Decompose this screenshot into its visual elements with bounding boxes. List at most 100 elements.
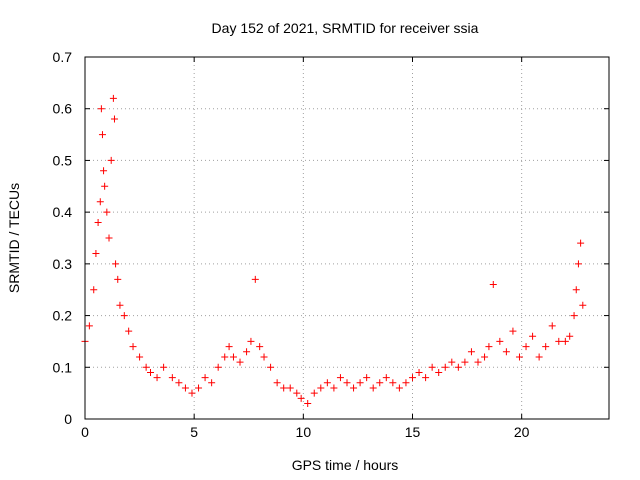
data-point bbox=[236, 358, 244, 366]
data-point bbox=[188, 389, 196, 397]
data-point bbox=[136, 353, 144, 361]
data-point bbox=[542, 343, 550, 351]
data-point bbox=[90, 286, 98, 294]
data-point bbox=[293, 389, 301, 397]
data-point bbox=[304, 399, 312, 407]
data-point bbox=[570, 312, 578, 320]
y-tick-label: 0 bbox=[64, 411, 72, 427]
data-point bbox=[280, 384, 288, 392]
data-point bbox=[251, 275, 259, 283]
data-point bbox=[273, 379, 281, 387]
data-points bbox=[81, 94, 587, 407]
data-point bbox=[422, 374, 430, 382]
data-point bbox=[529, 332, 537, 340]
data-point bbox=[201, 374, 209, 382]
data-point bbox=[101, 182, 109, 190]
data-point bbox=[195, 384, 203, 392]
data-point bbox=[467, 348, 475, 356]
y-tick-label: 0.7 bbox=[53, 49, 73, 65]
y-tick-label: 0.6 bbox=[53, 101, 73, 117]
data-point bbox=[509, 327, 517, 335]
data-point bbox=[363, 374, 371, 382]
data-point bbox=[343, 379, 351, 387]
data-point bbox=[489, 281, 497, 289]
data-point bbox=[208, 379, 216, 387]
data-point bbox=[247, 337, 255, 345]
data-point bbox=[105, 234, 113, 242]
data-point bbox=[402, 379, 410, 387]
y-axis-label: SRMTID / TECUs bbox=[6, 183, 22, 293]
data-point bbox=[256, 343, 264, 351]
data-point bbox=[577, 239, 585, 247]
data-point bbox=[260, 353, 268, 361]
data-point bbox=[461, 358, 469, 366]
data-point bbox=[225, 343, 233, 351]
data-point bbox=[481, 353, 489, 361]
gridlines bbox=[85, 57, 609, 419]
data-point bbox=[376, 379, 384, 387]
data-point bbox=[496, 337, 504, 345]
x-tick-label: 5 bbox=[190, 424, 198, 440]
y-tick-label: 0.2 bbox=[53, 308, 73, 324]
data-point bbox=[579, 301, 587, 309]
data-point bbox=[323, 379, 331, 387]
data-point bbox=[107, 156, 115, 164]
data-point bbox=[555, 337, 563, 345]
axis-ticks: 0 5 10 15 20 0 0.1 0.2 0.3 0.4 0.5 0.6 0.7 bbox=[53, 49, 609, 440]
data-point bbox=[267, 363, 275, 371]
data-point bbox=[561, 337, 569, 345]
data-point bbox=[96, 198, 104, 206]
data-point bbox=[297, 394, 305, 402]
plot-frame bbox=[84, 56, 610, 420]
data-point bbox=[522, 343, 530, 351]
data-point bbox=[454, 363, 462, 371]
data-point bbox=[114, 275, 122, 283]
data-point bbox=[356, 379, 364, 387]
data-point bbox=[221, 353, 229, 361]
data-point bbox=[112, 260, 120, 268]
data-point bbox=[160, 363, 168, 371]
data-point bbox=[168, 374, 176, 382]
data-point bbox=[330, 384, 338, 392]
data-point bbox=[142, 363, 150, 371]
data-point bbox=[214, 363, 222, 371]
data-point bbox=[336, 374, 344, 382]
data-point bbox=[103, 208, 111, 216]
data-point bbox=[116, 301, 124, 309]
data-point bbox=[92, 250, 100, 258]
data-point bbox=[109, 94, 117, 102]
y-tick-label: 0.5 bbox=[53, 152, 73, 168]
data-point bbox=[415, 368, 423, 376]
data-point bbox=[572, 286, 580, 294]
chart-title: Day 152 of 2021, SRMTID for receiver ssi… bbox=[212, 20, 479, 36]
data-point bbox=[485, 343, 493, 351]
x-axis-label: GPS time / hours bbox=[292, 457, 399, 473]
data-point bbox=[502, 348, 510, 356]
data-point bbox=[153, 374, 161, 382]
y-tick-label: 0.4 bbox=[53, 204, 73, 220]
data-point bbox=[409, 374, 416, 382]
data-point bbox=[181, 384, 189, 392]
data-point bbox=[310, 389, 318, 397]
data-point bbox=[229, 353, 237, 361]
data-point bbox=[175, 379, 183, 387]
data-point bbox=[369, 384, 377, 392]
data-point bbox=[350, 384, 358, 392]
data-point bbox=[100, 167, 108, 175]
x-tick-label: 15 bbox=[405, 424, 421, 440]
data-point bbox=[535, 353, 543, 361]
data-point bbox=[395, 384, 403, 392]
x-tick-label: 20 bbox=[514, 424, 530, 440]
data-point bbox=[125, 327, 133, 335]
data-point bbox=[548, 322, 556, 330]
data-point bbox=[98, 131, 106, 139]
data-point bbox=[448, 358, 456, 366]
data-point bbox=[474, 358, 482, 366]
data-point bbox=[382, 374, 390, 382]
data-point bbox=[243, 348, 251, 356]
data-point bbox=[515, 353, 523, 361]
x-tick-label: 0 bbox=[81, 424, 89, 440]
data-point bbox=[566, 332, 574, 340]
data-point bbox=[389, 379, 397, 387]
data-point bbox=[129, 343, 137, 351]
